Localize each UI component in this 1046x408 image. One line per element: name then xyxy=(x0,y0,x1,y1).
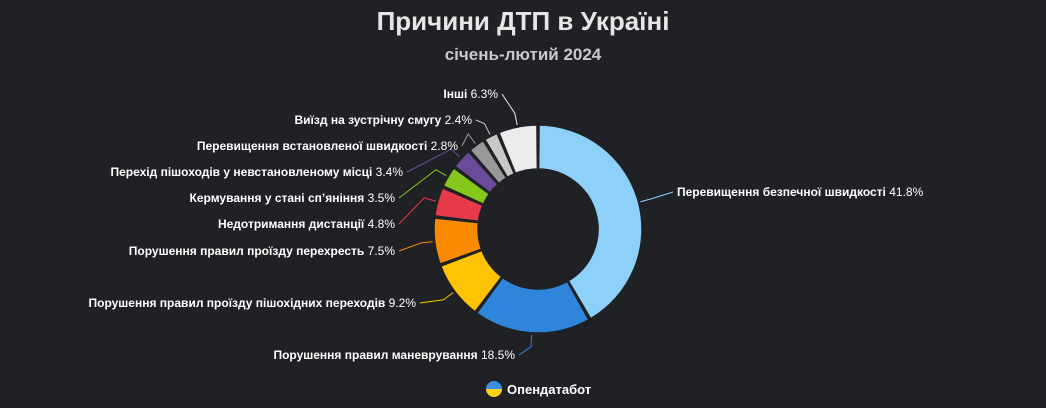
donut-slice-2 xyxy=(476,276,590,334)
leader-line-7 xyxy=(406,148,461,173)
slice-label-name: Перевищення встановленої швидкості xyxy=(197,139,428,153)
leader-line-8 xyxy=(461,132,476,147)
slice-label-name: Виїзд на зустрічну смугу xyxy=(295,113,442,127)
donut-slice-5 xyxy=(434,187,484,223)
slice-label-name: Порушення правил проїзду перехресть xyxy=(129,244,365,258)
slice-label-1: Перевищення безпечної швидкості 41.8% xyxy=(677,185,924,199)
donut-slice-3 xyxy=(440,249,503,313)
source-name: Опендатабот xyxy=(507,381,592,397)
donut-slice-1 xyxy=(537,124,643,320)
leader-line-9 xyxy=(475,119,491,135)
slice-label-4: Порушення правил проїзду перехресть 7.5% xyxy=(129,244,396,258)
slice-label-value: 3.5% xyxy=(364,191,395,205)
slice-label-9: Виїзд на зустрічну смугу 2.4% xyxy=(295,113,473,127)
slice-label-name: Інші xyxy=(443,87,467,101)
leader-line-2 xyxy=(518,334,533,356)
slice-label-5: Недотримання дистанції 4.8% xyxy=(218,217,395,231)
donut-slice-6 xyxy=(442,167,491,205)
leader-line-5 xyxy=(398,197,436,225)
chart-title: Причини ДТП в Україні xyxy=(376,6,670,36)
chart-subtitle: січень-лютий 2024 xyxy=(444,45,602,64)
slice-label-value: 6.3% xyxy=(467,87,498,101)
slice-label-6: Кермування у стані сп’яніння 3.5% xyxy=(190,191,396,205)
slice-label-value: 9.2% xyxy=(385,296,416,310)
source-brand: Опендатабот xyxy=(486,381,591,397)
leader-line-1 xyxy=(640,191,674,203)
slice-label-name: Порушення правил проїзду пішохідних пере… xyxy=(89,296,386,310)
donut-slice-7 xyxy=(454,150,499,194)
donut-slice-4 xyxy=(433,217,483,265)
donut-slice-9 xyxy=(484,132,516,179)
slice-label-name: Кермування у стані сп’яніння xyxy=(190,191,365,205)
slice-label-3: Порушення правил проїзду пішохідних пере… xyxy=(89,296,417,310)
slice-label-8: Перевищення встановленої швидкості 2.8% xyxy=(197,139,459,153)
slice-label-value: 18.5% xyxy=(478,348,516,362)
slice-label-name: Порушення правил маневрування xyxy=(273,348,477,362)
slice-label-2: Порушення правил маневрування 18.5% xyxy=(273,348,515,362)
slice-label-name: Недотримання дистанції xyxy=(218,217,365,231)
slice-label-7: Перехід пішоходів у невстановленому місц… xyxy=(110,165,403,179)
leader-line-4 xyxy=(398,241,433,252)
slice-label-value: 2.4% xyxy=(441,113,472,127)
opendatabot-logo-icon xyxy=(486,381,502,397)
leader-line-3 xyxy=(419,292,454,304)
slice-label-value: 4.8% xyxy=(364,217,395,231)
leader-line-6 xyxy=(398,169,447,199)
slice-label-value: 7.5% xyxy=(364,244,395,258)
slice-label-name: Перевищення безпечної швидкості xyxy=(677,185,886,199)
slice-label-value: 3.4% xyxy=(372,165,403,179)
leader-line-10 xyxy=(501,93,518,126)
slice-label-10: Інші 6.3% xyxy=(443,87,498,101)
slice-label-value: 41.8% xyxy=(886,185,924,199)
slice-label-value: 2.8% xyxy=(427,139,458,153)
donut-slice-8 xyxy=(469,139,508,185)
donut-slice-10 xyxy=(498,124,539,175)
slice-label-name: Перехід пішоходів у невстановленому місц… xyxy=(110,165,372,179)
